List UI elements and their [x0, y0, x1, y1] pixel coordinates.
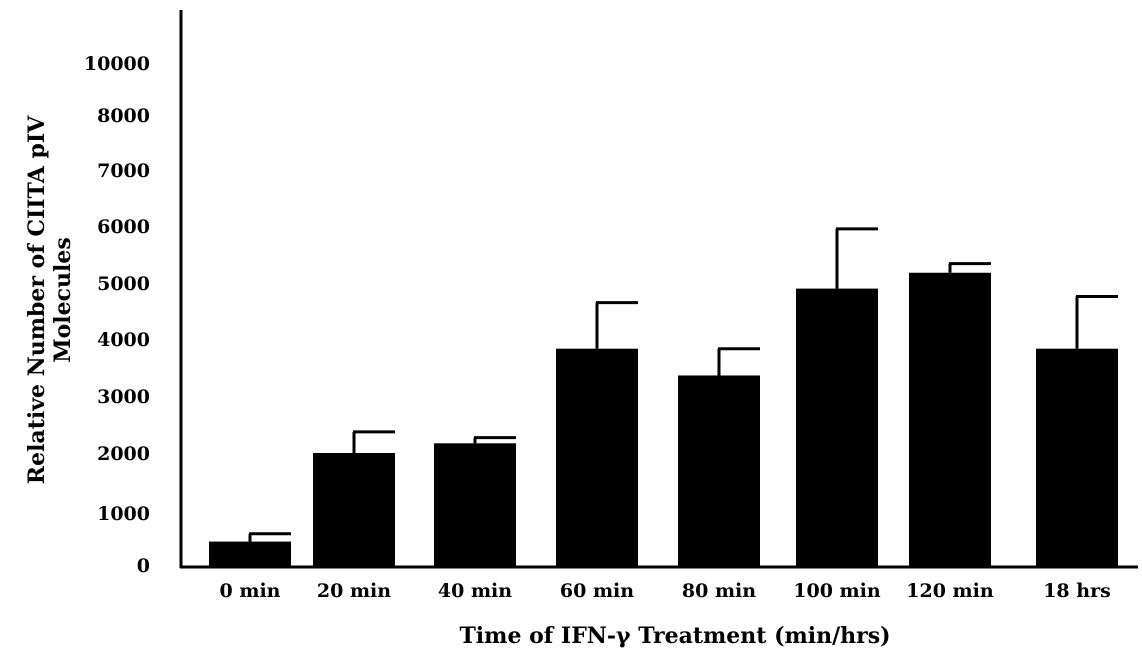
- error-bars: [248, 227, 1118, 542]
- y-tick-label: 5000: [97, 273, 150, 295]
- y-axis-title-line-1: Relative Number of CIITA pIV: [24, 115, 50, 484]
- bar: [796, 288, 878, 567]
- x-axis-tick-labels: 0 min 20 min 40 min 60 min 80 min 100 min 120 …: [220, 580, 1111, 602]
- y-tick-label: 2000: [97, 443, 150, 465]
- x-tick-label: 0 min: [220, 580, 281, 602]
- bar: [434, 443, 516, 567]
- y-tick-label: 4000: [97, 329, 150, 351]
- x-tick-label: 80 min: [682, 580, 756, 602]
- x-tick-label: 20 min: [317, 580, 391, 602]
- y-tick-label: 10000: [84, 53, 150, 75]
- y-tick-label: 0: [137, 555, 150, 577]
- bar: [1036, 348, 1118, 567]
- bars: [209, 272, 1118, 567]
- x-tick-label: 40 min: [438, 580, 512, 602]
- y-tick-label: 1000: [97, 503, 150, 525]
- y-tick-label: 7000: [97, 160, 150, 182]
- bar: [678, 375, 760, 567]
- x-tick-label: 120 min: [906, 580, 994, 602]
- x-tick-label: 60 min: [560, 580, 634, 602]
- bar: [209, 541, 291, 567]
- y-tick-label: 3000: [97, 386, 150, 408]
- x-axis-title: Time of IFN-γ Treatment (min/hrs): [459, 623, 890, 649]
- bar: [556, 348, 638, 567]
- y-axis-title-line-2: Molecules: [50, 237, 76, 363]
- x-tick-label: 100 min: [793, 580, 881, 602]
- y-axis-title: Relative Number of CIITA pIV Molecules: [24, 115, 76, 484]
- y-tick-label: 6000: [97, 216, 150, 238]
- bar: [909, 272, 991, 567]
- y-tick-label: 8000: [97, 105, 150, 127]
- y-axis-tick-labels: 0 1000 2000 3000 4000 5000 6000 7000 8000 10000: [84, 53, 150, 577]
- bar: [313, 453, 395, 567]
- x-tick-label: 18 hrs: [1043, 580, 1111, 602]
